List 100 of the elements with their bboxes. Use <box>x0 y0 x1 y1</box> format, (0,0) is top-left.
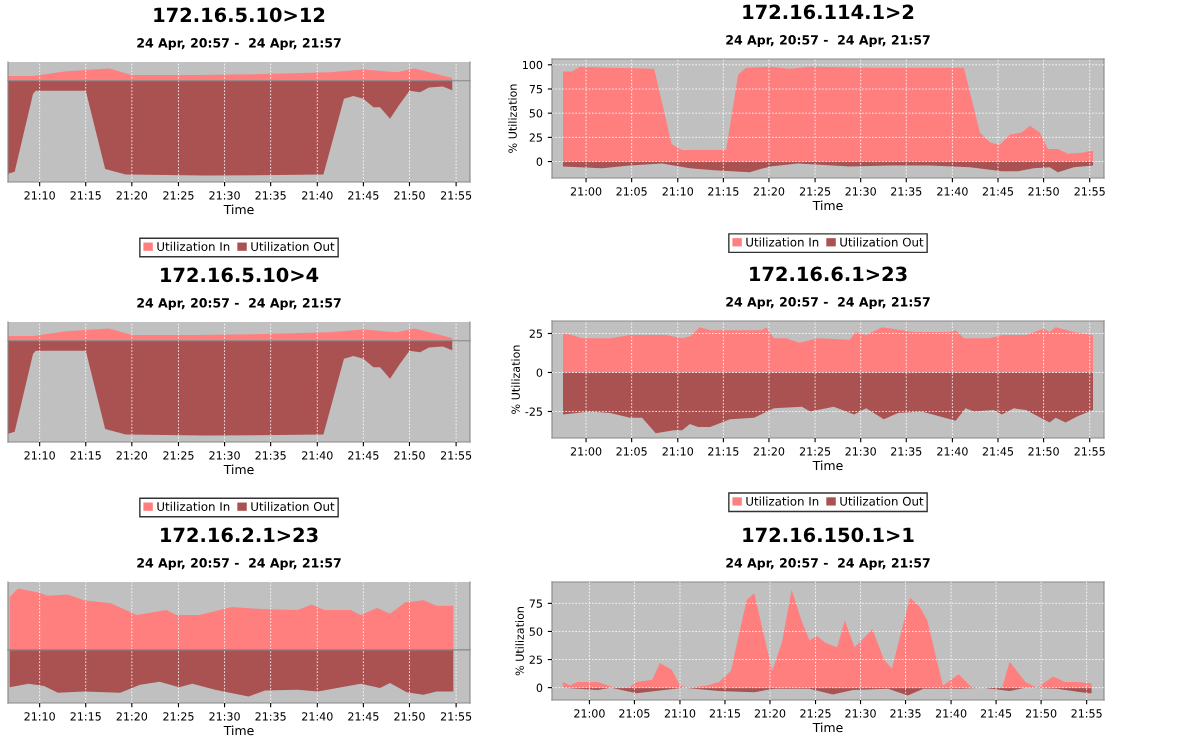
chart-subtitle: 24 Apr, 20:57 - 24 Apr, 21:57 <box>137 558 341 570</box>
x-tick-label: 21:25 <box>800 709 831 718</box>
x-tick-label: 21:50 <box>1025 709 1057 718</box>
chart-title: 172.16.6.1>23 <box>750 266 907 282</box>
x-axis-title: Time <box>223 204 254 215</box>
y-tick-label: 0 <box>536 368 543 377</box>
x-tick-label: 21:50 <box>394 451 425 460</box>
y-tick-label: 0 <box>536 683 543 693</box>
x-tick-label: 21:15 <box>708 447 739 456</box>
x-tick-label: 21:30 <box>845 709 876 718</box>
y-tick-label: 75 <box>529 599 542 608</box>
x-tick-label: 21:25 <box>163 451 194 460</box>
x-tick-label: 21:15 <box>708 187 739 196</box>
x-tick-label: 21:50 <box>1028 187 1059 196</box>
x-tick-label: 21:10 <box>662 187 694 196</box>
legend-label: Utilization In <box>157 241 230 251</box>
x-tick-label: 21:30 <box>209 191 240 200</box>
chart-subtitle: 24 Apr, 20:57 - 24 Apr, 21:57 <box>726 35 930 47</box>
x-tick-label: 21:55 <box>1071 709 1102 718</box>
x-tick-label: 21:45 <box>348 712 379 721</box>
legend-label: Utilization In <box>157 501 230 511</box>
x-tick-label: 21:25 <box>799 447 831 456</box>
x-tick-label: 21:20 <box>116 712 148 721</box>
x-tick-label: 21:50 <box>1028 447 1059 456</box>
x-tick-label: 21:35 <box>891 187 922 196</box>
x-tick-label: 21:30 <box>209 451 240 460</box>
chart-subtitle: 24 Apr, 20:57 - 24 Apr, 21:57 <box>726 297 930 309</box>
x-tick-label: 21:45 <box>982 187 1014 196</box>
legend-label: Utilization In <box>746 496 819 506</box>
x-tick-label: 21:15 <box>70 712 101 721</box>
x-tick-label: 21:35 <box>255 451 286 460</box>
y-tick-label: 50 <box>529 109 543 118</box>
x-tick-label: 21:40 <box>302 191 333 200</box>
y-tick-label: 50 <box>529 627 543 636</box>
chart-subtitle: 24 Apr, 20:57 - 24 Apr, 21:57 <box>726 558 930 570</box>
x-tick-label: 21:40 <box>937 187 968 196</box>
y-axis-title: % Utilization <box>508 84 517 153</box>
x-tick-label: 21:55 <box>440 451 472 460</box>
legend-label: Utilization Out <box>840 496 924 506</box>
chart-subtitle: 24 Apr, 20:57 - 24 Apr, 21:57 <box>137 38 341 50</box>
x-tick-label: 21:15 <box>70 451 101 460</box>
x-tick-label: 21:20 <box>753 187 785 196</box>
x-tick-label: 21:25 <box>163 191 194 200</box>
y-tick-label: 25 <box>529 133 542 142</box>
y-tick-label: -25 <box>525 407 542 416</box>
x-tick-label: 21:55 <box>1074 187 1105 196</box>
x-tick-label: 21:20 <box>116 451 148 460</box>
x-axis-title: Time <box>812 460 843 471</box>
legend-label: Utilization In <box>746 237 819 247</box>
x-tick-label: 21:30 <box>209 712 240 721</box>
x-tick-label: 21:40 <box>935 709 967 718</box>
x-tick-label: 21:35 <box>255 712 286 721</box>
x-tick-label: 21:35 <box>891 447 922 456</box>
chart-title: 172.16.114.1>2 <box>743 4 914 20</box>
chart-subtitle: 24 Apr, 20:57 - 24 Apr, 21:57 <box>137 298 341 310</box>
x-tick-label: 21:40 <box>937 447 968 456</box>
x-tick-label: 21:15 <box>709 709 741 718</box>
x-tick-label: 21:05 <box>616 187 647 196</box>
x-tick-label: 21:20 <box>753 447 785 456</box>
x-tick-label: 21:40 <box>302 451 333 460</box>
x-axis-title: Time <box>812 722 843 733</box>
y-tick-label: 75 <box>529 85 542 94</box>
y-tick-label: 25 <box>529 655 542 664</box>
x-tick-label: 21:50 <box>394 712 425 721</box>
chart-title: 172.16.150.1>1 <box>743 527 914 543</box>
x-axis-title: Time <box>812 200 843 211</box>
x-tick-label: 21:20 <box>116 191 148 200</box>
x-tick-label: 21:45 <box>348 191 379 200</box>
x-tick-label: 21:40 <box>302 712 333 721</box>
x-tick-label: 21:10 <box>664 709 696 718</box>
y-axis-title: % Utilization <box>515 607 524 676</box>
legend-label: Utilization Out <box>840 237 924 247</box>
x-axis-title: Time <box>223 725 254 736</box>
x-tick-label: 21:00 <box>570 447 602 456</box>
legend-label: Utilization Out <box>251 501 335 511</box>
x-tick-label: 21:50 <box>394 191 425 200</box>
chart-title: 172.16.5.10>12 <box>154 7 325 23</box>
y-tick-label: 100 <box>522 60 543 70</box>
y-tick-label: 0 <box>536 157 543 166</box>
x-tick-label: 21:10 <box>24 451 55 460</box>
x-tick-label: 21:20 <box>754 709 786 718</box>
x-tick-label: 21:45 <box>980 709 1012 718</box>
x-tick-label: 21:35 <box>890 709 921 718</box>
x-tick-label: 21:55 <box>440 191 472 200</box>
x-axis-title: Time <box>223 464 254 475</box>
x-tick-label: 21:30 <box>845 447 876 456</box>
x-tick-label: 21:45 <box>982 447 1014 456</box>
x-tick-label: 21:55 <box>440 712 472 721</box>
x-tick-label: 21:10 <box>24 712 55 721</box>
chart-title: 172.16.2.1>23 <box>161 527 318 543</box>
legend-label: Utilization Out <box>251 241 335 251</box>
x-tick-label: 21:25 <box>799 187 831 196</box>
x-tick-label: 21:00 <box>574 709 605 718</box>
y-tick-label: 25 <box>529 329 542 338</box>
x-tick-label: 21:30 <box>845 187 876 196</box>
x-tick-label: 21:15 <box>70 191 101 200</box>
y-axis-title: % Utilization <box>511 345 520 414</box>
x-tick-label: 21:10 <box>662 447 694 456</box>
x-tick-label: 21:05 <box>616 447 647 456</box>
x-tick-label: 21:05 <box>619 709 650 718</box>
